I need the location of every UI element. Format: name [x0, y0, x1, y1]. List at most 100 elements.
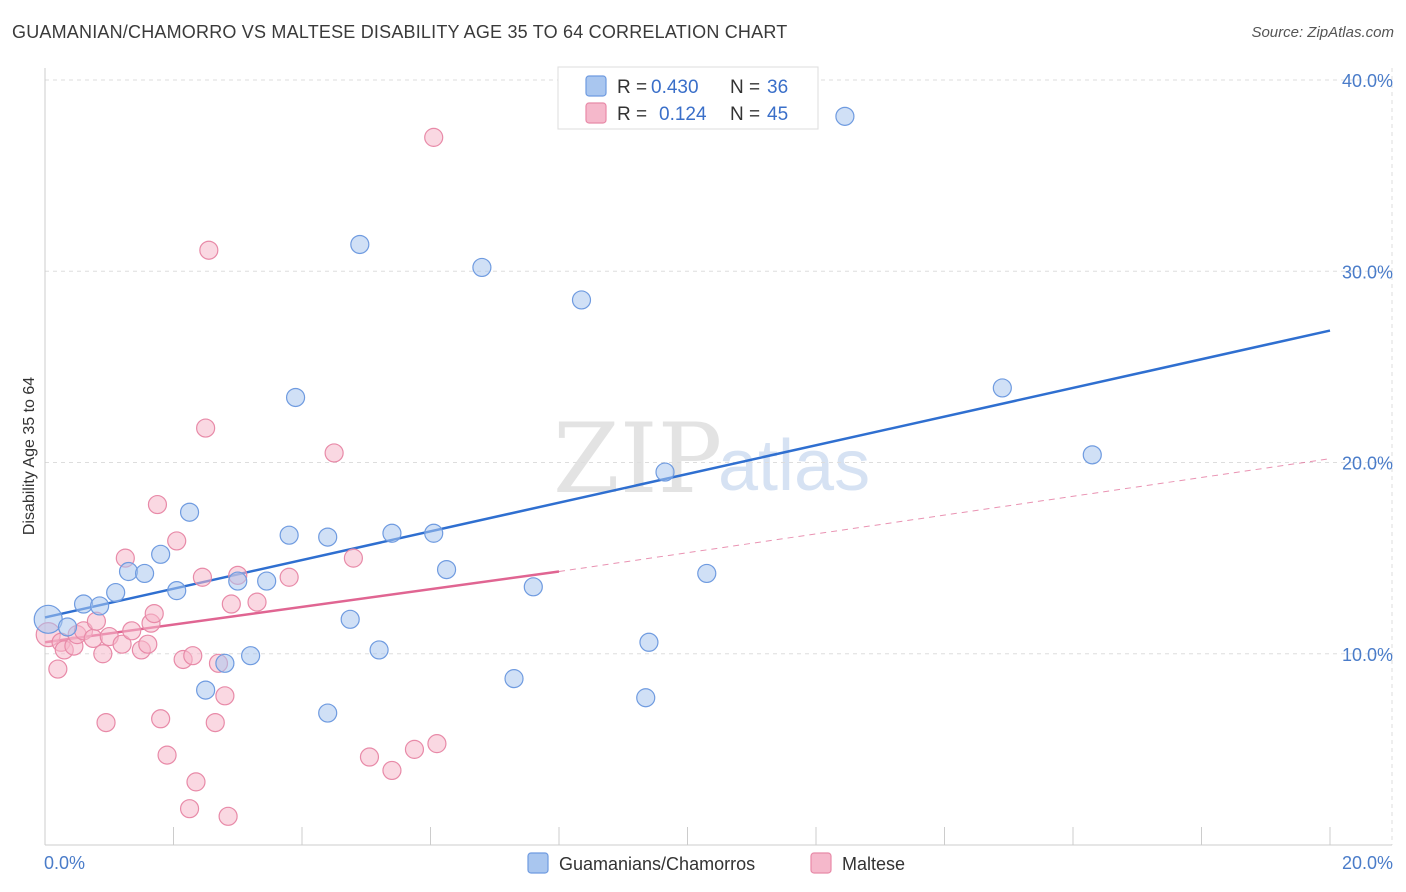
maltese-trend-extension — [558, 458, 1331, 573]
guamanian-point — [228, 571, 248, 591]
x-tick-labels: 0.0% 20.0% — [44, 853, 1393, 873]
y-tick-label: 30.0% — [1342, 262, 1393, 282]
x-tick-label: 0.0% — [44, 853, 85, 873]
maltese-point — [48, 659, 68, 679]
guamanian-point — [279, 525, 299, 545]
guamanian-point — [33, 604, 63, 634]
maltese-point — [112, 634, 132, 654]
maltese-point — [183, 646, 203, 666]
maltese-point — [427, 734, 447, 754]
guamanian-point — [472, 257, 492, 278]
maltese-point — [157, 745, 177, 765]
guamanian-point — [382, 523, 402, 543]
bottom-legend-swatch-maltese — [810, 852, 832, 874]
guamanian-point — [57, 617, 78, 637]
maltese-point — [192, 567, 213, 587]
bottom-legend-label-maltese: Maltese — [842, 854, 905, 874]
maltese-point — [221, 594, 241, 614]
y-tick-label: 10.0% — [1342, 645, 1393, 665]
guamanian-point — [350, 234, 370, 255]
legend-n-value-guamanian: 36 — [767, 77, 788, 98]
guamanian-point — [571, 290, 592, 310]
maltese-point — [96, 712, 116, 733]
maltese-point — [279, 567, 299, 587]
maltese-point — [247, 592, 267, 612]
legend: R = 0.430 N = 36 R = 0.124 N = 45 — [557, 66, 819, 130]
guamanian-point — [257, 571, 277, 591]
maltese-point — [424, 127, 444, 147]
y-axis-label: Disability Age 35 to 64 — [21, 377, 38, 535]
maltese-point — [122, 621, 142, 641]
maltese-point — [167, 531, 187, 551]
legend-r-label-maltese: R = — [617, 104, 647, 125]
legend-r-value-guamanian: 0.430 — [651, 77, 699, 98]
maltese-point — [196, 418, 216, 438]
legend-r-label-guamanian: R = — [617, 77, 647, 98]
guamanian-point — [318, 527, 338, 547]
maltese-point — [382, 760, 402, 781]
legend-n-value-maltese: 45 — [767, 104, 788, 125]
guamanian-point — [1082, 445, 1102, 465]
legend-swatch-maltese — [585, 102, 607, 124]
maltese-point — [343, 548, 363, 568]
y-tick-label: 40.0% — [1342, 71, 1393, 91]
guamanian-point — [639, 632, 659, 652]
guamanian-point — [992, 378, 1012, 398]
guamanian-point — [215, 653, 235, 673]
maltese-point — [324, 443, 344, 463]
guamanian-point — [340, 609, 360, 629]
bottom-legend-label-guamanian: Guamanians/Chamorros — [559, 854, 755, 874]
legend-r-value-maltese: 0.124 — [659, 104, 707, 125]
guamanian-point — [134, 563, 155, 584]
chart-title: GUAMANIAN/CHAMORRO VS MALTESE DISABILITY… — [12, 22, 788, 42]
guamanian-point — [697, 563, 717, 584]
guamanian-point — [835, 106, 855, 126]
legend-n-label-guamanian: N = — [730, 77, 760, 98]
guamanian-point — [196, 680, 216, 700]
watermark-zip: ZIP — [553, 403, 722, 515]
guamanian-point — [118, 561, 139, 582]
maltese-point — [151, 709, 171, 729]
maltese-points — [35, 127, 447, 826]
axes — [44, 68, 1392, 846]
guamanian-point — [285, 387, 306, 408]
guamanian-trend-line — [44, 329, 1331, 619]
guamanian-points — [33, 106, 1102, 723]
guamanian-point — [424, 523, 444, 543]
guamanian-point — [73, 594, 94, 614]
bottom-legend: Guamanians/Chamorros Maltese — [527, 852, 905, 874]
maltese-point — [179, 799, 200, 819]
guamanian-point — [369, 640, 389, 660]
maltese-point — [186, 772, 206, 792]
maltese-point — [147, 494, 168, 515]
maltese-point — [138, 634, 158, 654]
maltese-point — [359, 747, 380, 767]
maltese-point — [93, 644, 113, 664]
maltese-point — [218, 806, 238, 826]
source-credit: Source: ZipAtlas.com — [1251, 24, 1394, 41]
guamanian-point — [504, 669, 524, 689]
guamanian-point — [436, 559, 457, 580]
guamanian-point — [151, 544, 171, 564]
y-tick-labels: 10.0% 20.0% 30.0% 40.0% — [1342, 71, 1393, 665]
legend-swatch-guamanian — [585, 75, 607, 97]
y-tick-label: 20.0% — [1342, 454, 1393, 474]
guamanian-point — [636, 688, 656, 708]
guamanian-point — [106, 582, 126, 603]
maltese-point — [215, 686, 235, 706]
x-tick-label: 20.0% — [1342, 853, 1393, 873]
guamanian-point — [179, 502, 200, 522]
guamanian-point — [90, 596, 110, 616]
legend-n-label-maltese: N = — [730, 104, 760, 125]
maltese-trend-line — [44, 570, 560, 644]
guamanian-point — [241, 646, 261, 666]
guamanian-point — [655, 462, 675, 482]
guamanian-point — [523, 577, 543, 597]
maltese-point — [199, 240, 219, 260]
watermark: ZIP atlas — [553, 403, 870, 515]
maltese-point — [205, 712, 225, 733]
bottom-legend-swatch-guamanian — [527, 852, 549, 874]
guamanian-point — [318, 703, 338, 723]
maltese-point — [144, 603, 164, 624]
